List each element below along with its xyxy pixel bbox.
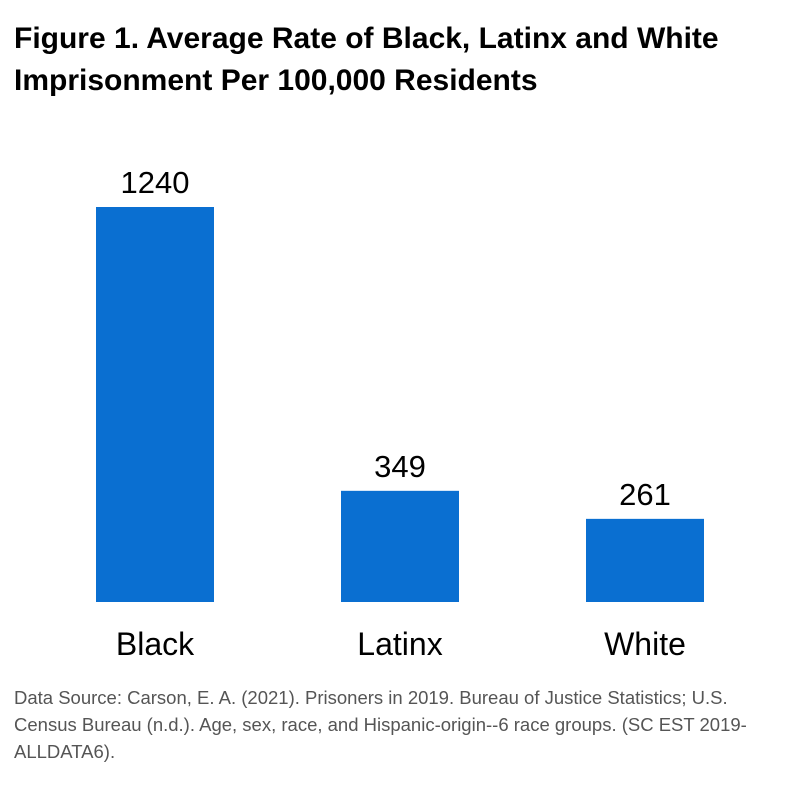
bar-white: [586, 518, 704, 602]
category-label-white: White: [604, 626, 686, 662]
bar-black: [96, 207, 214, 602]
bar-latinx: [341, 490, 459, 602]
data-label-white: 261: [619, 477, 671, 512]
category-label-latinx: Latinx: [357, 626, 442, 662]
chart-title: Figure 1. Average Rate of Black, Latinx …: [14, 22, 719, 97]
data-source-note: Data Source: Carson, E. A. (2021). Priso…: [14, 687, 747, 762]
data-label-black: 1240: [121, 165, 190, 200]
data-label-latinx: 349: [374, 449, 426, 484]
category-label-black: Black: [116, 626, 195, 662]
